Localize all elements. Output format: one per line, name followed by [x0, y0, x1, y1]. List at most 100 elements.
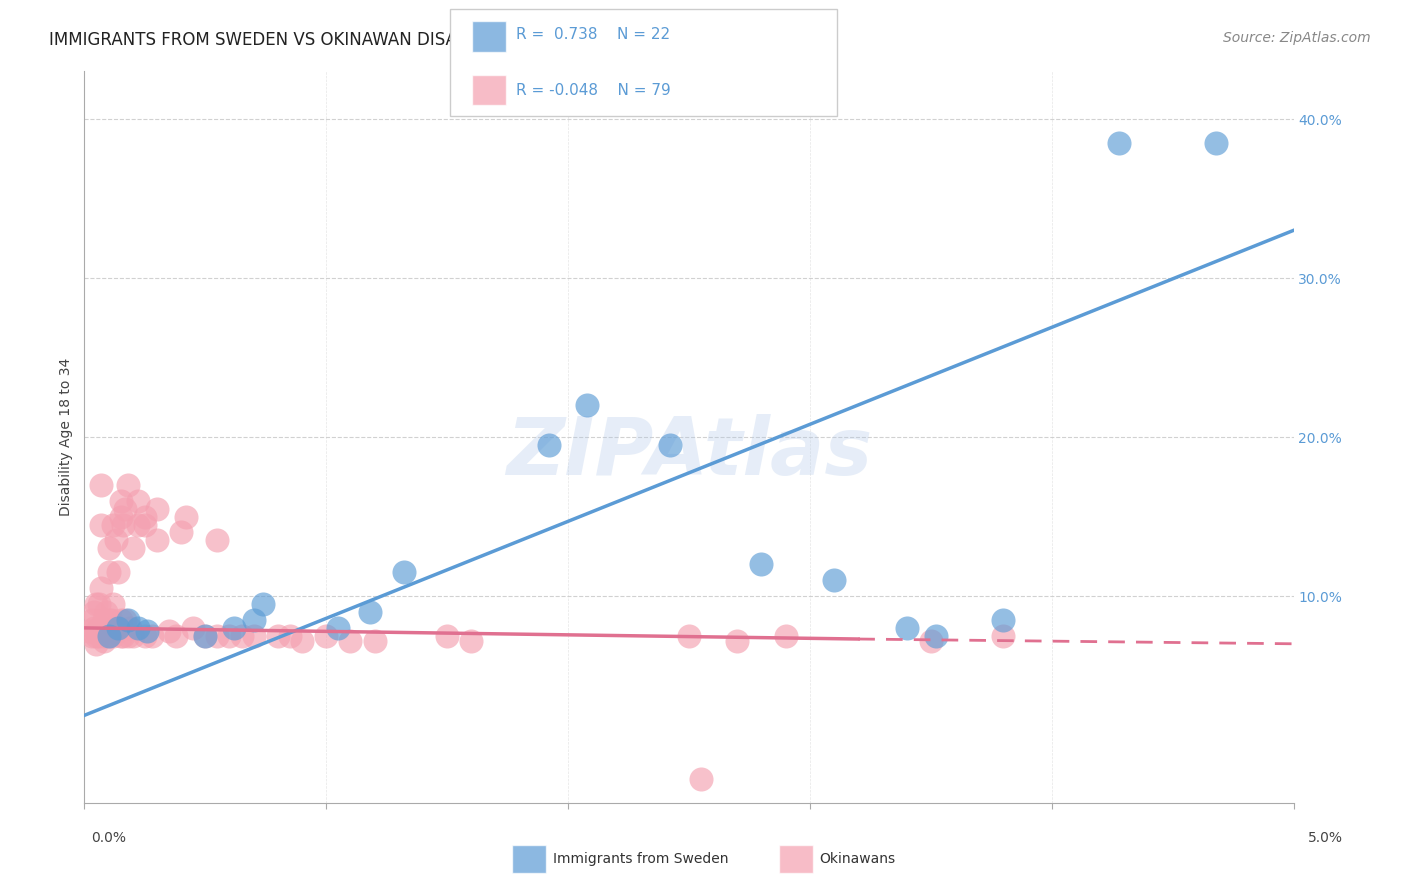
Point	[86, 624, 108, 638]
Point	[242, 629, 264, 643]
Y-axis label: Disability Age 18 to 34: Disability Age 18 to 34	[59, 358, 73, 516]
Point	[924, 629, 946, 643]
Point	[94, 624, 117, 638]
Point	[90, 517, 112, 532]
Point	[86, 597, 108, 611]
Point	[110, 629, 132, 643]
Point	[83, 605, 105, 619]
Point	[823, 573, 845, 587]
Point	[87, 629, 110, 643]
Point	[920, 633, 942, 648]
Point	[107, 621, 129, 635]
Point	[104, 533, 127, 548]
Point	[112, 629, 135, 643]
Point	[110, 509, 132, 524]
Point	[97, 541, 120, 556]
Text: Immigrants from Sweden: Immigrants from Sweden	[553, 852, 728, 866]
Point	[291, 633, 314, 648]
Point	[90, 621, 112, 635]
Point	[165, 629, 187, 643]
Point	[117, 629, 139, 643]
Point	[117, 477, 139, 491]
Point	[83, 621, 105, 635]
Point	[252, 597, 274, 611]
Text: R = -0.048    N = 79: R = -0.048 N = 79	[516, 83, 671, 97]
Point	[576, 398, 599, 412]
Point	[207, 533, 229, 548]
Point	[90, 477, 112, 491]
Point	[207, 629, 229, 643]
Point	[93, 621, 115, 635]
Point	[127, 621, 149, 635]
Point	[363, 633, 385, 648]
Point	[134, 629, 156, 643]
Point	[231, 629, 253, 643]
Point	[157, 624, 180, 638]
Point	[537, 438, 560, 452]
Point	[110, 493, 132, 508]
Point	[86, 637, 108, 651]
Point	[121, 541, 143, 556]
Point	[146, 533, 169, 548]
Text: Okinawans: Okinawans	[820, 852, 896, 866]
Point	[136, 624, 159, 638]
Point	[121, 629, 143, 643]
Point	[194, 629, 217, 643]
Point	[224, 621, 246, 635]
Text: R =  0.738    N = 22: R = 0.738 N = 22	[516, 28, 671, 42]
Point	[460, 633, 482, 648]
Point	[170, 525, 193, 540]
Point	[267, 629, 290, 643]
Point	[93, 633, 115, 648]
Point	[339, 633, 361, 648]
Point	[993, 613, 1015, 627]
Point	[110, 613, 132, 627]
Point	[1205, 136, 1227, 150]
Point	[100, 613, 122, 627]
Point	[80, 613, 103, 627]
Point	[141, 629, 163, 643]
Point	[127, 517, 149, 532]
Point	[242, 613, 264, 627]
Point	[120, 621, 142, 635]
Text: 0.0%: 0.0%	[91, 831, 127, 846]
Point	[87, 597, 110, 611]
Point	[775, 629, 797, 643]
Text: 5.0%: 5.0%	[1308, 831, 1343, 846]
Point	[97, 629, 120, 643]
Point	[134, 509, 156, 524]
Point	[94, 605, 117, 619]
Point	[658, 438, 681, 452]
Point	[107, 621, 129, 635]
Point	[993, 629, 1015, 643]
Point	[103, 629, 125, 643]
Point	[100, 621, 122, 635]
Point	[86, 629, 108, 643]
Point	[174, 509, 197, 524]
Point	[751, 558, 773, 572]
Point	[134, 517, 156, 532]
Point	[181, 621, 204, 635]
Point	[97, 629, 120, 643]
Point	[77, 624, 100, 638]
Point	[93, 629, 115, 643]
Point	[690, 772, 713, 786]
Point	[107, 566, 129, 580]
Point	[112, 517, 135, 532]
Point	[90, 581, 112, 595]
Point	[896, 621, 918, 635]
Point	[103, 597, 125, 611]
Point	[218, 629, 240, 643]
Point	[315, 629, 337, 643]
Text: IMMIGRANTS FROM SWEDEN VS OKINAWAN DISABILITY AGE 18 TO 34 CORRELATION CHART: IMMIGRANTS FROM SWEDEN VS OKINAWAN DISAB…	[49, 31, 814, 49]
Point	[117, 613, 139, 627]
Point	[87, 621, 110, 635]
Text: Source: ZipAtlas.com: Source: ZipAtlas.com	[1223, 31, 1371, 45]
Point	[725, 633, 748, 648]
Point	[436, 629, 458, 643]
Point	[678, 629, 700, 643]
Point	[114, 501, 136, 516]
Point	[114, 613, 136, 627]
Point	[97, 566, 120, 580]
Point	[359, 605, 381, 619]
